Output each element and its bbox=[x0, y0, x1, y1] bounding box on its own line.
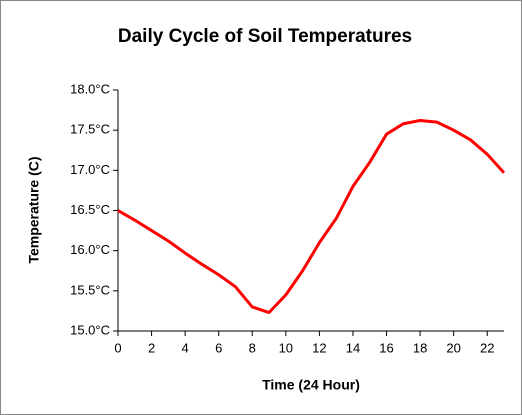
chart-title: Daily Cycle of Soil Temperatures bbox=[118, 26, 412, 47]
x-tick-label: 20 bbox=[446, 340, 460, 355]
y-tick-label: 16.5°C bbox=[70, 202, 110, 217]
x-tick-label: 8 bbox=[249, 340, 256, 355]
x-tick-label: 22 bbox=[480, 340, 494, 355]
y-tick-label: 16.0°C bbox=[70, 242, 110, 257]
y-tick-label: 15.0°C bbox=[70, 322, 110, 337]
x-tick-label: 14 bbox=[346, 340, 360, 355]
x-tick-label: 10 bbox=[279, 340, 293, 355]
x-tick-label: 12 bbox=[312, 340, 326, 355]
y-tick-label: 15.5°C bbox=[70, 282, 110, 297]
x-tick-label: 2 bbox=[148, 340, 155, 355]
y-tick-label: 18.0°C bbox=[70, 81, 110, 96]
data-line bbox=[117, 119, 506, 315]
x-tick-label: 16 bbox=[379, 340, 393, 355]
x-axis-label: Time (24 Hour) bbox=[262, 377, 360, 393]
y-tick-label: 17.0°C bbox=[70, 162, 110, 177]
y-tick-label: 17.5°C bbox=[70, 122, 110, 137]
y-axis-label: Temperature (C) bbox=[26, 156, 42, 263]
x-tick-label: 4 bbox=[182, 340, 189, 355]
x-tick-label: 18 bbox=[413, 340, 427, 355]
x-tick-label: 0 bbox=[114, 340, 121, 355]
x-tick-label: 6 bbox=[215, 340, 222, 355]
